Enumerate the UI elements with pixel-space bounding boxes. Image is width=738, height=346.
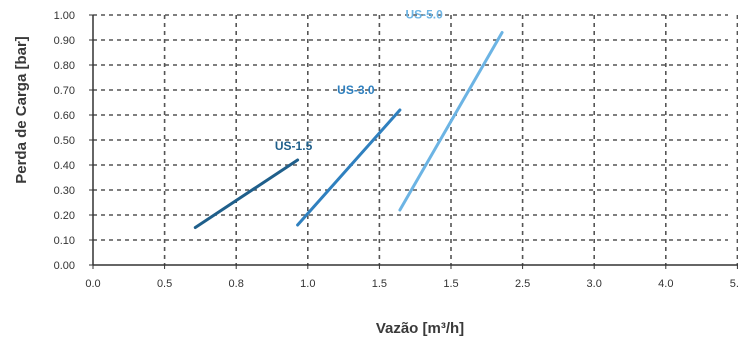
series-line-us-1-5 [193, 158, 300, 229]
y-tick-label: 0.30 [54, 185, 75, 197]
x-tick-label: 0.8 [229, 278, 244, 290]
x-tick-label: 1.0 [300, 278, 315, 290]
x-tick-label: 3.0 [587, 278, 602, 290]
y-tick-label: 0.80 [54, 60, 75, 72]
x-tick-label: 0.0 [85, 278, 100, 290]
x-tick-label: 1.5 [372, 278, 387, 290]
series-line-us-3-0 [296, 108, 402, 227]
y-tick-label: 0.00 [54, 260, 75, 272]
series-group [193, 31, 504, 229]
y-tick-label: 0.20 [54, 210, 75, 222]
y-tick-label: 0.60 [54, 110, 75, 122]
series-label: US-5.0 [405, 8, 443, 22]
series-line-us-5-0 [398, 31, 504, 212]
x-tick-label: 2.5 [515, 278, 530, 290]
axes: 0.00 0.10 0.20 0.30 0.40 0.50 0.60 0.70 0.80 0.90… [54, 10, 738, 290]
x-tick-label: 1.5 [443, 278, 458, 290]
grid [93, 14, 738, 265]
y-tick-label: 0.70 [54, 85, 75, 97]
series-label: US-3.0 [337, 83, 375, 97]
y-tick-label: 0.50 [54, 135, 75, 147]
y-axis-title: Perda de Carga [bar] [13, 36, 30, 184]
x-tick-label: 4.0 [658, 278, 673, 290]
x-tick-label: 5.0 [730, 278, 738, 290]
y-tick-label: 0.40 [54, 160, 75, 172]
x-tick-label: 0.5 [157, 278, 172, 290]
labels-group: US-1.5 US-3.0 US-5.0 [275, 8, 443, 154]
y-tick-label: 0.10 [54, 235, 75, 247]
x-axis-title: Vazão [m³/h] [376, 320, 464, 337]
series-label: US-1.5 [275, 139, 313, 153]
y-tick-label: 1.00 [54, 10, 75, 22]
y-tick-label: 0.90 [54, 35, 75, 47]
